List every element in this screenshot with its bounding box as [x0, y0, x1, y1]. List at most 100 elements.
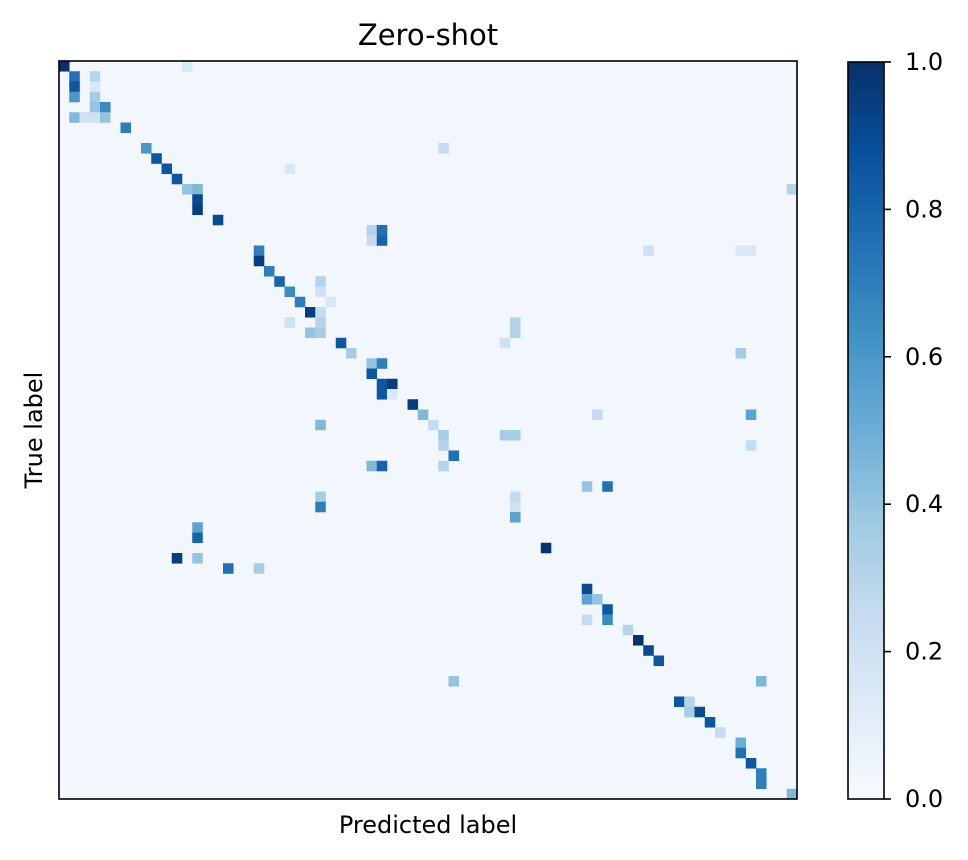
heatmap-cell: [510, 501, 521, 513]
heatmap-cell: [735, 737, 747, 749]
heatmap-cell: [192, 553, 203, 564]
heatmap-cell: [715, 727, 726, 738]
heatmap-cell: [161, 163, 173, 175]
heatmap-cell: [192, 194, 203, 205]
heatmap-cell: [192, 532, 203, 544]
heatmap-cell: [346, 348, 357, 359]
heatmap-cell: [253, 563, 265, 574]
heatmap-cell: [315, 501, 326, 513]
heatmap-cell: [192, 184, 203, 195]
heatmap-cell: [305, 327, 316, 339]
heatmap-cell: [376, 358, 388, 369]
heatmap-cell: [284, 286, 296, 298]
heatmap-cell: [192, 204, 203, 216]
heatmap-cell: [735, 747, 747, 759]
heatmap-cell: [89, 91, 101, 103]
heatmap-cell: [602, 614, 613, 626]
heatmap-cell: [264, 266, 275, 277]
heatmap-cell: [499, 430, 511, 441]
heatmap-cell: [786, 788, 798, 800]
heatmap-cell: [438, 460, 449, 472]
heatmap-cell: [602, 481, 613, 492]
heatmap-cell: [756, 676, 767, 687]
heatmap-cell: [315, 327, 326, 339]
heatmap-cell: [89, 112, 101, 123]
heatmap-cell: [294, 296, 306, 308]
heatmap-cell: [100, 112, 111, 123]
heatmap-cell: [253, 245, 265, 257]
heatmap-cell: [79, 112, 91, 123]
heatmap-cell: [622, 624, 634, 636]
heatmap-cell: [643, 245, 654, 257]
heatmap-cell: [633, 635, 644, 646]
heatmap-cell: [151, 153, 162, 164]
heatmap-cell: [745, 440, 757, 451]
heatmap-cell: [581, 481, 593, 492]
x-axis-label: Predicted label: [339, 811, 517, 839]
heatmap-cell: [69, 81, 80, 93]
heatmap-cell: [376, 389, 388, 400]
heatmap-cell: [305, 307, 316, 318]
heatmap-cell: [735, 245, 747, 257]
heatmap-cell: [448, 676, 460, 687]
heatmap-cell: [499, 337, 511, 349]
heatmap-cell: [315, 491, 326, 503]
heatmap-cell: [704, 717, 716, 728]
heatmap-cell: [182, 61, 193, 72]
heatmap-cell: [274, 276, 285, 287]
heatmap-cell: [366, 235, 378, 246]
heatmap-cell: [284, 317, 296, 328]
chart-title: Zero-shot: [358, 18, 498, 52]
heatmap-cell: [376, 460, 388, 472]
heatmap-cell: [171, 173, 183, 185]
heatmap-cell: [438, 143, 449, 154]
heatmap-cell: [745, 409, 757, 421]
heatmap-cell: [366, 358, 378, 369]
heatmap-cell: [376, 378, 388, 390]
heatmap-cell: [387, 389, 398, 400]
heatmap-cell: [315, 419, 326, 431]
heatmap-cell: [581, 594, 593, 605]
heatmap-cell: [428, 419, 439, 431]
heatmap-cell: [510, 512, 521, 523]
heatmap-cell: [100, 102, 111, 113]
heatmap-cell: [592, 409, 603, 421]
heatmap-cells: [59, 61, 798, 800]
heatmap-cell: [315, 307, 326, 318]
heatmap-cell: [89, 71, 101, 82]
heatmap-cell: [366, 460, 378, 472]
colorbar-tick-label: 0.0: [905, 785, 943, 813]
heatmap-cell: [69, 71, 80, 82]
heatmap-cell: [694, 706, 706, 718]
heatmap-cell: [376, 235, 388, 246]
heatmap-cell: [745, 758, 757, 769]
heatmap-cell: [182, 184, 193, 195]
colorbar-tick-label: 0.6: [905, 343, 943, 371]
heatmap-cell: [684, 696, 695, 708]
heatmap-cell: [315, 317, 326, 328]
y-axis-label: True label: [20, 372, 48, 490]
colorbar-tick-label: 1.0: [905, 48, 943, 76]
heatmap-cell: [69, 91, 80, 103]
heatmap-cell: [212, 214, 224, 226]
heatmap-cell: [581, 614, 593, 626]
heatmap-frame: [58, 60, 798, 800]
heatmap-cell: [366, 368, 378, 380]
heatmap-cell: [141, 143, 152, 154]
heatmap-cell: [684, 706, 695, 718]
heatmap-cell: [786, 184, 798, 195]
heatmap-cell: [674, 696, 685, 708]
heatmap-cell: [735, 348, 747, 359]
colorbar-tick-label: 0.2: [905, 638, 943, 666]
heatmap-cell: [253, 255, 265, 267]
heatmap-cell: [756, 778, 767, 790]
heatmap-cell: [653, 655, 665, 667]
heatmap-cell: [192, 522, 203, 533]
heatmap-cell: [448, 450, 460, 462]
heatmap-cell: [366, 225, 378, 236]
heatmap-cell: [89, 102, 101, 113]
heatmap-cell: [417, 409, 429, 421]
colorbar-tick-label: 0.4: [905, 490, 943, 518]
heatmap-cell: [643, 645, 654, 656]
